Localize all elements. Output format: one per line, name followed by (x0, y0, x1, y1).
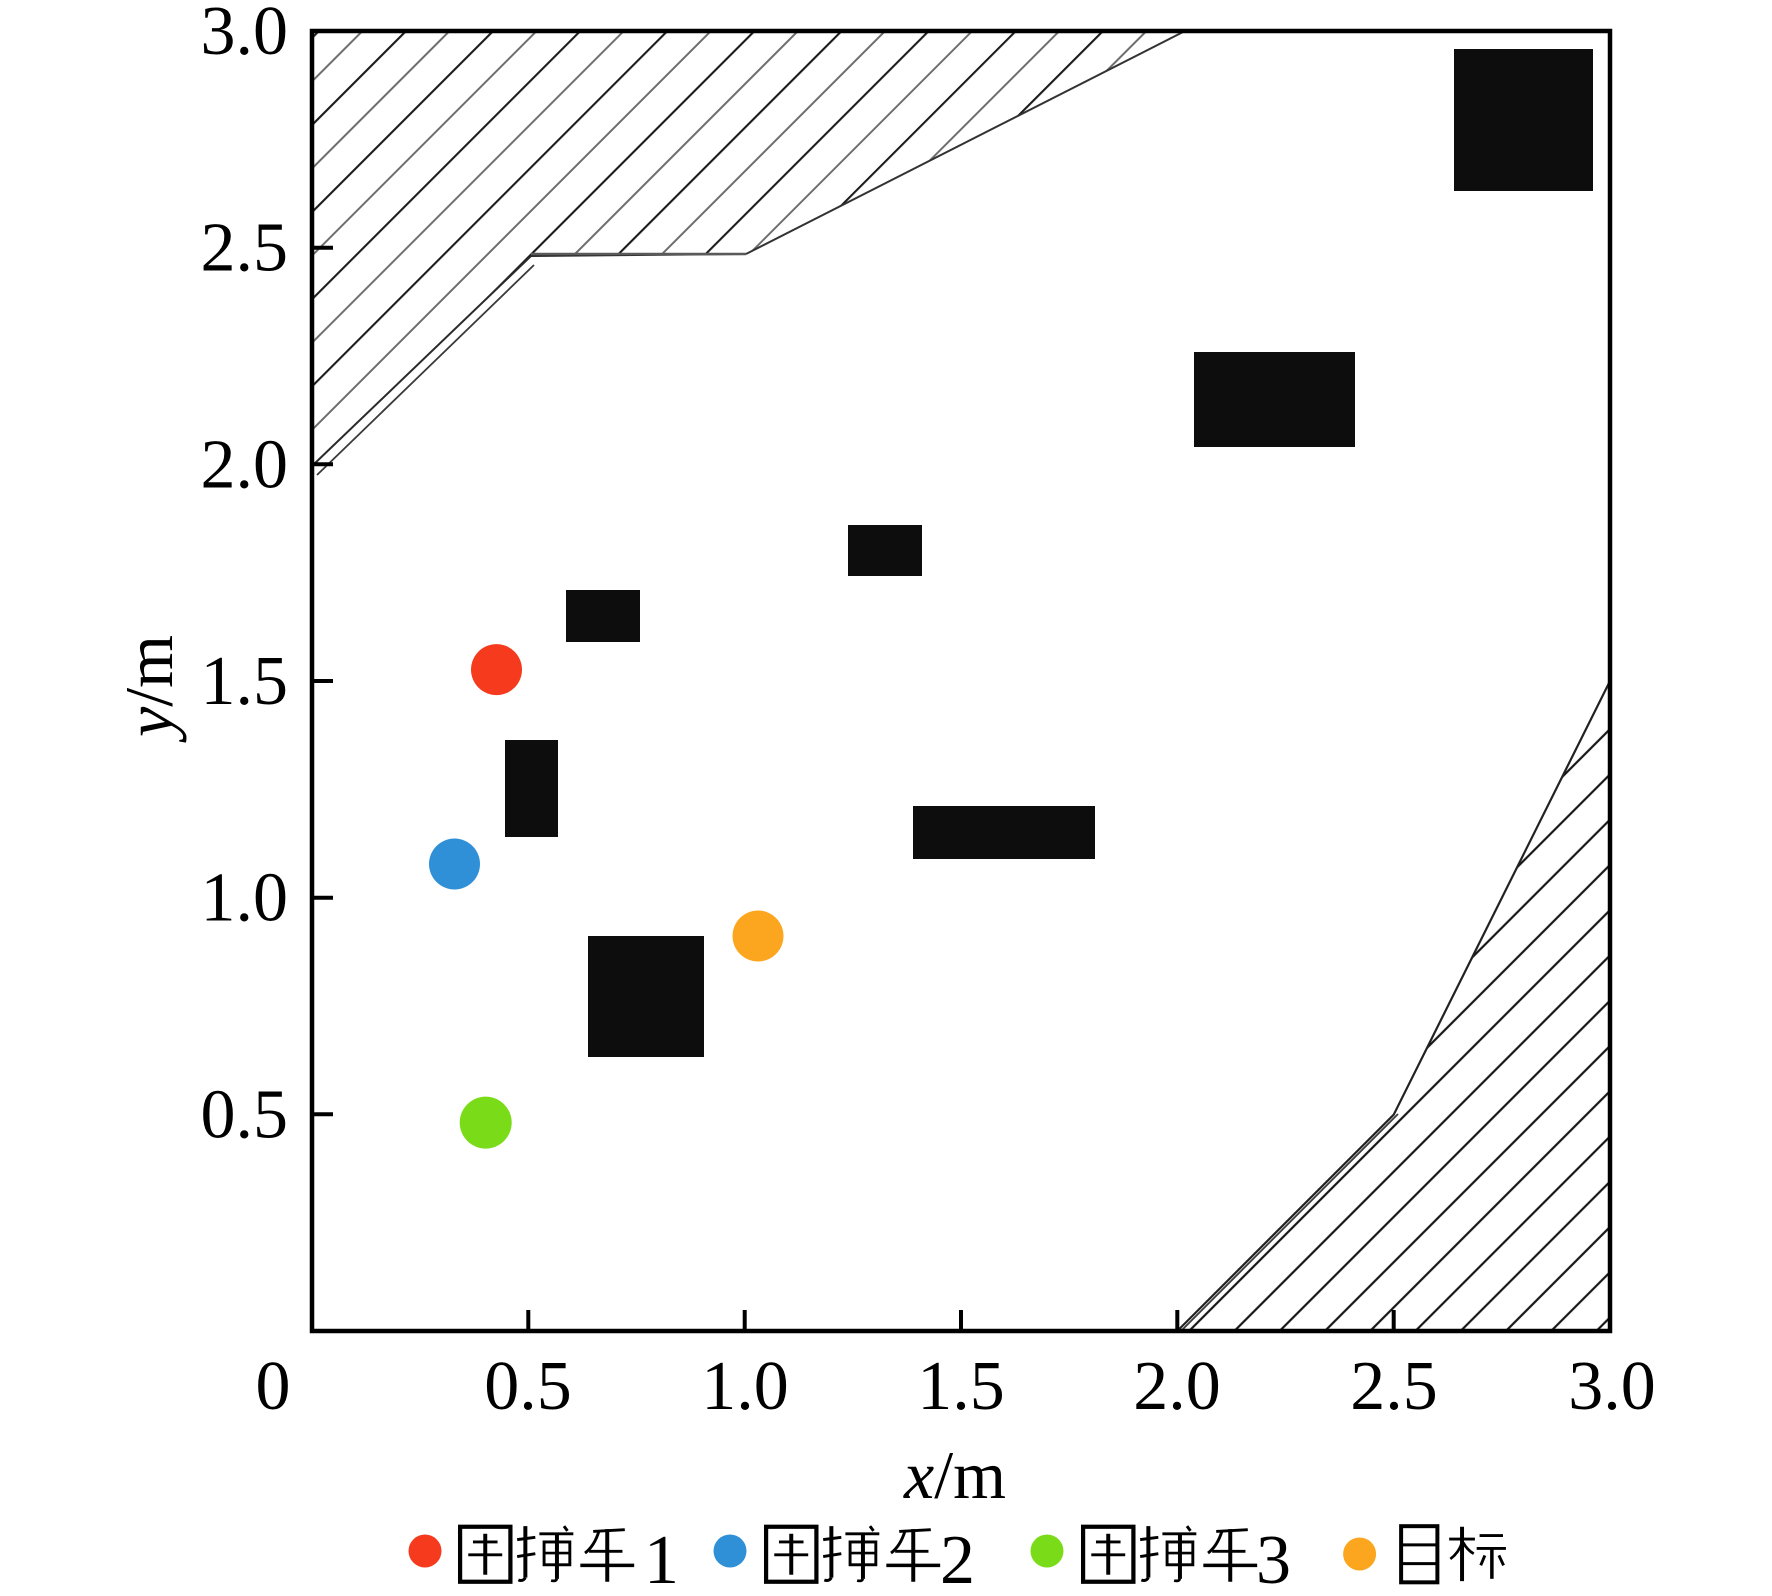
svg-text:1.0: 1.0 (201, 860, 289, 937)
svg-text:1.0: 1.0 (701, 1348, 789, 1425)
svg-text:0.5: 0.5 (201, 1076, 289, 1153)
svg-text:2: 2 (940, 1522, 975, 1596)
svg-text:2.5: 2.5 (1350, 1348, 1438, 1425)
svg-text:2.0: 2.0 (201, 426, 289, 503)
svg-text:0.5: 0.5 (484, 1348, 572, 1425)
svg-text:2.0: 2.0 (1133, 1348, 1221, 1425)
svg-text:y/m: y/m (111, 635, 187, 743)
svg-text:1.5: 1.5 (201, 643, 289, 720)
svg-text:3.0: 3.0 (201, 0, 289, 70)
svg-text:0: 0 (256, 1348, 291, 1425)
svg-text:2.5: 2.5 (201, 210, 289, 287)
svg-text:1: 1 (644, 1522, 679, 1596)
svg-text:3.0: 3.0 (1568, 1348, 1656, 1425)
svg-text:x/m: x/m (903, 1437, 1006, 1513)
svg-text:3: 3 (1256, 1522, 1291, 1596)
svg-text:1.5: 1.5 (917, 1348, 1005, 1425)
